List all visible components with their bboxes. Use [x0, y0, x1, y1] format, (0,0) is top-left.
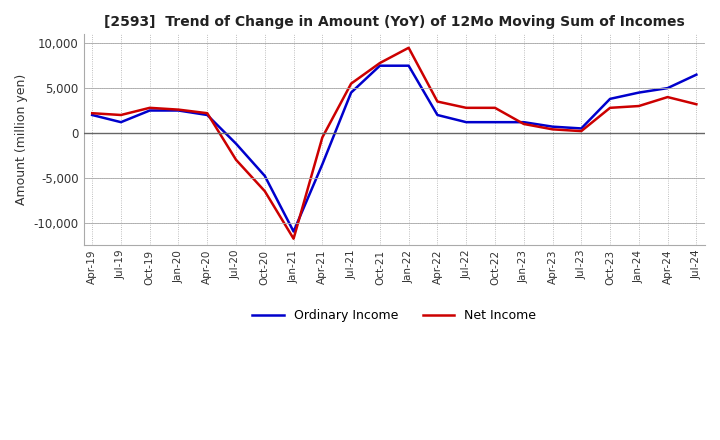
- Net Income: [405, 45, 413, 51]
- Ordinary Income: [634, 90, 643, 95]
- Net Income: [261, 188, 269, 194]
- Ordinary Income: [376, 63, 384, 68]
- Net Income: [490, 105, 499, 110]
- Ordinary Income: [203, 112, 212, 117]
- Net Income: [347, 81, 356, 86]
- Line: Net Income: Net Income: [92, 48, 696, 238]
- Net Income: [289, 236, 298, 241]
- Ordinary Income: [433, 112, 442, 117]
- Ordinary Income: [577, 126, 585, 131]
- Net Income: [88, 110, 96, 116]
- Ordinary Income: [519, 120, 528, 125]
- Net Income: [577, 128, 585, 134]
- Ordinary Income: [405, 63, 413, 68]
- Ordinary Income: [462, 120, 470, 125]
- Legend: Ordinary Income, Net Income: Ordinary Income, Net Income: [248, 304, 541, 327]
- Ordinary Income: [261, 173, 269, 179]
- Line: Ordinary Income: Ordinary Income: [92, 66, 696, 231]
- Net Income: [145, 105, 154, 110]
- Title: [2593]  Trend of Change in Amount (YoY) of 12Mo Moving Sum of Incomes: [2593] Trend of Change in Amount (YoY) o…: [104, 15, 685, 29]
- Net Income: [433, 99, 442, 104]
- Ordinary Income: [663, 85, 672, 91]
- Ordinary Income: [318, 161, 327, 167]
- Ordinary Income: [606, 96, 614, 102]
- Net Income: [318, 135, 327, 140]
- Net Income: [203, 110, 212, 116]
- Net Income: [462, 105, 470, 110]
- Ordinary Income: [347, 90, 356, 95]
- Ordinary Income: [117, 120, 125, 125]
- Net Income: [174, 107, 183, 112]
- Ordinary Income: [88, 112, 96, 117]
- Ordinary Income: [174, 108, 183, 113]
- Net Income: [117, 112, 125, 117]
- Net Income: [232, 157, 240, 162]
- Net Income: [606, 105, 614, 110]
- Ordinary Income: [692, 72, 701, 77]
- Net Income: [519, 121, 528, 127]
- Ordinary Income: [548, 124, 557, 129]
- Net Income: [692, 102, 701, 107]
- Ordinary Income: [490, 120, 499, 125]
- Net Income: [548, 127, 557, 132]
- Ordinary Income: [289, 229, 298, 234]
- Net Income: [634, 103, 643, 109]
- Y-axis label: Amount (million yen): Amount (million yen): [15, 74, 28, 205]
- Ordinary Income: [145, 108, 154, 113]
- Net Income: [663, 95, 672, 100]
- Net Income: [376, 60, 384, 66]
- Ordinary Income: [232, 141, 240, 147]
